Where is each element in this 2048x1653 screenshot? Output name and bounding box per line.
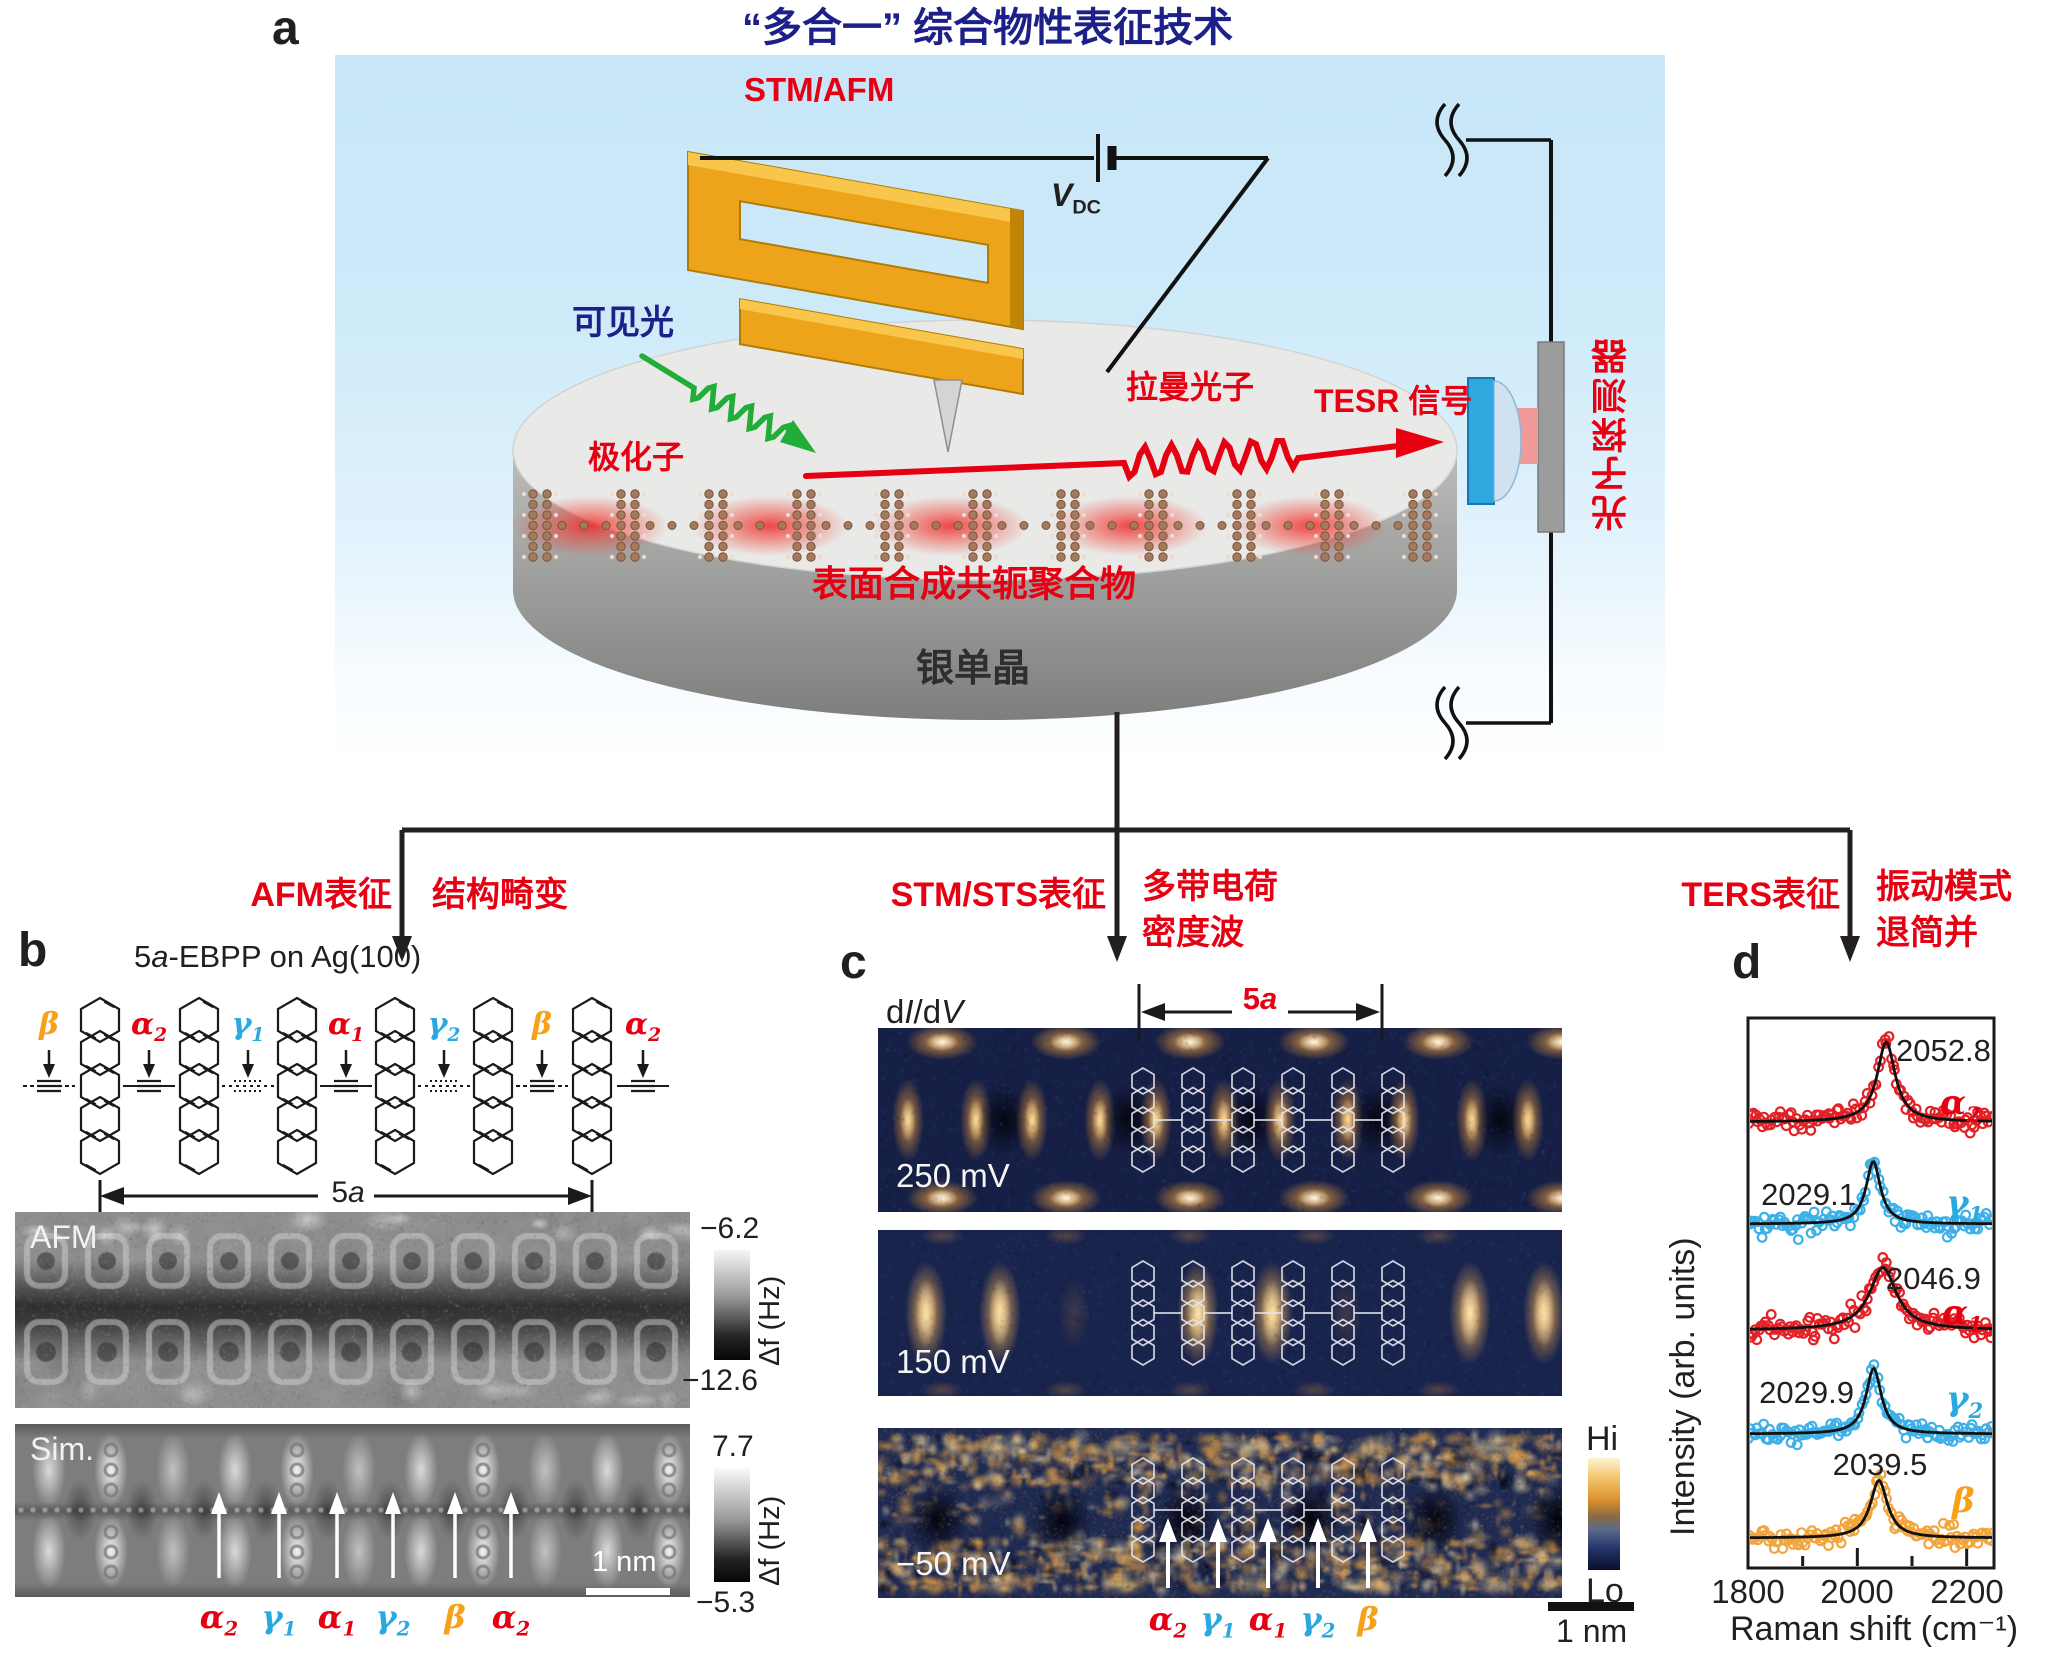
afm-image-label: AFM — [30, 1219, 98, 1255]
c-mode-alpha2: α2 — [1148, 1600, 1188, 1643]
peak-label-gamma2: 2029.9 — [1759, 1375, 1854, 1410]
sim-colorbar-min: −5.3 — [696, 1586, 756, 1619]
colorbar-lo: Lo — [1586, 1572, 1624, 1610]
c-mode-gamma2: γ2 — [1300, 1600, 1336, 1643]
bias-label: VDC — [1051, 177, 1101, 219]
branch-sts-result-line1: 多带电荷 — [1142, 868, 1278, 906]
sim-colorbar-max: 7.7 — [712, 1430, 754, 1463]
afm-colorbar-min: −12.6 — [682, 1364, 758, 1397]
substrate-label: 银单晶 — [916, 648, 1031, 690]
panel-b-title: 5a-EBPP on Ag(100) — [134, 939, 422, 974]
didv-colorbar — [1588, 1458, 1620, 1570]
branch-ters-result-line1: 振动模式 — [1876, 868, 2012, 906]
x-axis-label: Raman shift (cm⁻¹) — [1729, 1610, 2019, 1648]
scalebar-label-c: 1 nm — [1556, 1613, 1628, 1649]
peak-label-alpha1: 2046.9 — [1886, 1261, 1981, 1296]
probe-label: STM/AFM — [744, 71, 895, 108]
didv-label: dI/dV — [886, 993, 964, 1030]
branch-afm-method: AFM表征 — [250, 876, 392, 914]
branch-ters-result-line2: 退简并 — [1876, 914, 1978, 952]
branch-sts-result-line2: 密度波 — [1142, 914, 1244, 952]
c-mode-gamma1: γ1 — [1200, 1600, 1236, 1643]
unit-cell-span-label-b: 5a — [324, 1176, 372, 1210]
unit-cell-span-label-c: 5a — [1242, 981, 1278, 1016]
series-label-alpha2: α2 — [1940, 1083, 1981, 1127]
bias-minus50mv: −50 mV — [896, 1545, 1011, 1582]
bias-150mv: 150 mV — [896, 1343, 1010, 1380]
peak-label-gamma1: 2029.1 — [1761, 1177, 1856, 1212]
site-label-beta-1: β — [39, 1007, 59, 1042]
afm-colorbar-unit: Δf (Hz) — [754, 1275, 786, 1366]
x-tick-1800: 1800 — [1711, 1573, 1785, 1610]
peak-label-alpha2: 2052.8 — [1896, 1033, 1991, 1068]
series-label-beta: β — [1952, 1481, 1975, 1521]
panel-b-letter: b — [18, 924, 48, 977]
peak-label-beta: 2039.5 — [1832, 1447, 1928, 1482]
sim-colorbar-unit: Δf (Hz) — [754, 1495, 786, 1586]
x-tick-2200: 2200 — [1930, 1573, 2004, 1610]
afm-simulation-image — [15, 1424, 690, 1597]
series-label-alpha1: α1 — [1942, 1293, 1983, 1337]
tesr-signal-label: TESR 信号 — [1314, 383, 1473, 419]
c-mode-beta: β — [1357, 1600, 1379, 1638]
site-label-alpha2-2: α2 — [624, 1007, 662, 1046]
afm-colorbar-max: −6.2 — [700, 1212, 760, 1245]
site-label-alpha1: α1 — [327, 1007, 365, 1046]
branch-afm-result: 结构畸变 — [432, 876, 568, 914]
site-label-gamma2: γ2 — [427, 1007, 461, 1046]
site-label-alpha2-1: α2 — [130, 1007, 168, 1046]
colorbar-hi: Hi — [1586, 1420, 1619, 1458]
scalebar-label-b: 1 nm — [592, 1546, 657, 1578]
polymer-label: 表面合成共轭聚合物 — [812, 563, 1137, 604]
x-tick-2000: 2000 — [1820, 1573, 1894, 1610]
series-label-gamma1: γ1 — [1946, 1183, 1984, 1227]
panel-a-title: “多合一” 综合物性表征技术 — [742, 6, 1234, 50]
c-mode-alpha1: α1 — [1248, 1600, 1288, 1643]
series-label-gamma2: γ2 — [1946, 1379, 1984, 1423]
site-label-gamma1: γ1 — [231, 1007, 265, 1046]
photon-detector-label: 光子探测器 — [1591, 336, 1632, 531]
branch-ters-method: TERS表征 — [1681, 876, 1840, 914]
panel-c-letter: c — [840, 936, 867, 989]
panel-a-letter: a — [272, 2, 299, 55]
branch-sts-method: STM/STS表征 — [890, 876, 1106, 914]
afm-image — [15, 1212, 690, 1408]
didv-map-minus50mv — [878, 1428, 1562, 1598]
b-mode-alpha2-2: α2 — [491, 1598, 531, 1641]
b-mode-gamma1: γ1 — [261, 1598, 297, 1641]
y-axis-label: Intensity (arb. units) — [1664, 1237, 1702, 1536]
site-label-beta-2: β — [532, 1007, 552, 1042]
polaron-label: 极化子 — [588, 439, 685, 475]
b-mode-alpha1: α1 — [317, 1598, 357, 1641]
b-mode-beta: β — [444, 1598, 466, 1636]
sim-colorbar — [714, 1468, 750, 1582]
panel-d-letter: d — [1732, 936, 1762, 989]
sim-image-label: Sim. — [30, 1431, 94, 1467]
b-mode-gamma2: γ2 — [375, 1598, 411, 1641]
raman-photon-label: 拉曼光子 — [1126, 369, 1255, 405]
b-mode-alpha2-1: α2 — [199, 1598, 239, 1641]
visible-light-label: 可见光 — [572, 304, 674, 342]
afm-colorbar — [714, 1250, 750, 1360]
bias-250mv: 250 mV — [896, 1157, 1010, 1194]
